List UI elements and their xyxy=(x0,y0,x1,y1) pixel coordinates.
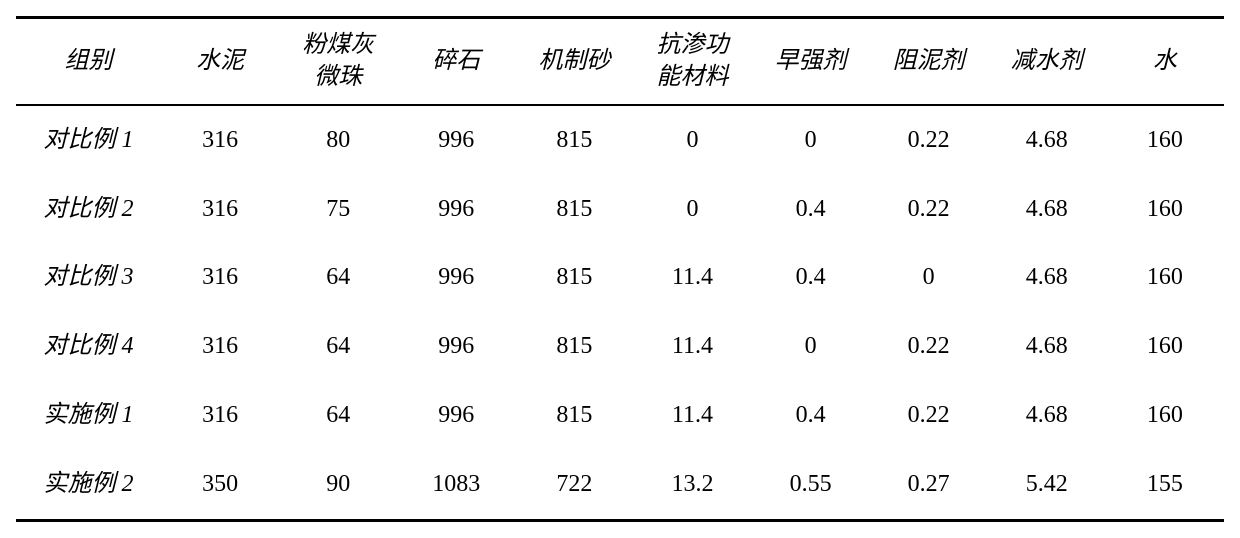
table-row: 对比例 3 316 64 996 815 11.4 0.4 0 4.68 160 xyxy=(16,243,1224,312)
row-label: 对比例 3 xyxy=(16,243,161,312)
cell: 0.22 xyxy=(870,175,988,244)
row-label: 对比例 2 xyxy=(16,175,161,244)
cell: 64 xyxy=(279,243,397,312)
header-row: 组别 水泥 粉煤灰 微珠 碎石 机制砂 抗渗功 能材料 早强剂 xyxy=(16,18,1224,105)
cell: 0.4 xyxy=(752,243,870,312)
table-row: 实施例 1 316 64 996 815 11.4 0.4 0.22 4.68 … xyxy=(16,381,1224,450)
col-header-cement: 水泥 xyxy=(161,18,279,105)
cell: 996 xyxy=(397,175,515,244)
cell: 0.22 xyxy=(870,381,988,450)
composition-table: 组别 水泥 粉煤灰 微珠 碎石 机制砂 抗渗功 能材料 早强剂 xyxy=(16,16,1224,522)
col-header-early-strength: 早强剂 xyxy=(752,18,870,105)
cell: 722 xyxy=(515,450,633,520)
row-label: 实施例 2 xyxy=(16,450,161,520)
table-row: 对比例 4 316 64 996 815 11.4 0 0.22 4.68 16… xyxy=(16,312,1224,381)
cell: 160 xyxy=(1106,381,1224,450)
cell: 90 xyxy=(279,450,397,520)
col-header-clay-inhibitor: 阻泥剂 xyxy=(870,18,988,105)
col-header-text: 粉煤灰 xyxy=(283,29,393,61)
col-header-flyash: 粉煤灰 微珠 xyxy=(279,18,397,105)
cell: 316 xyxy=(161,175,279,244)
cell: 13.2 xyxy=(633,450,751,520)
col-header-manufactured-sand: 机制砂 xyxy=(515,18,633,105)
col-header-text: 抗渗功 xyxy=(637,29,747,61)
cell: 0 xyxy=(633,105,751,175)
cell: 996 xyxy=(397,105,515,175)
cell: 4.68 xyxy=(988,381,1106,450)
col-header-text: 早强剂 xyxy=(756,45,866,77)
cell: 0 xyxy=(633,175,751,244)
cell: 996 xyxy=(397,243,515,312)
table-row: 对比例 1 316 80 996 815 0 0 0.22 4.68 160 xyxy=(16,105,1224,175)
cell: 996 xyxy=(397,381,515,450)
cell: 11.4 xyxy=(633,312,751,381)
cell: 5.42 xyxy=(988,450,1106,520)
cell: 0 xyxy=(752,105,870,175)
cell: 815 xyxy=(515,105,633,175)
cell: 0.4 xyxy=(752,175,870,244)
col-header-group: 组别 xyxy=(16,18,161,105)
table-header: 组别 水泥 粉煤灰 微珠 碎石 机制砂 抗渗功 能材料 早强剂 xyxy=(16,18,1224,105)
table-row: 对比例 2 316 75 996 815 0 0.4 0.22 4.68 160 xyxy=(16,175,1224,244)
cell: 64 xyxy=(279,381,397,450)
cell: 11.4 xyxy=(633,381,751,450)
col-header-text: 组别 xyxy=(20,45,157,77)
cell: 815 xyxy=(515,381,633,450)
cell: 0 xyxy=(870,243,988,312)
cell: 815 xyxy=(515,175,633,244)
cell: 0.27 xyxy=(870,450,988,520)
cell: 11.4 xyxy=(633,243,751,312)
col-header-text: 减水剂 xyxy=(992,45,1102,77)
cell: 4.68 xyxy=(988,243,1106,312)
row-label: 对比例 4 xyxy=(16,312,161,381)
row-label: 对比例 1 xyxy=(16,105,161,175)
cell: 75 xyxy=(279,175,397,244)
cell: 316 xyxy=(161,312,279,381)
cell: 155 xyxy=(1106,450,1224,520)
row-label: 实施例 1 xyxy=(16,381,161,450)
cell: 316 xyxy=(161,243,279,312)
cell: 996 xyxy=(397,312,515,381)
cell: 160 xyxy=(1106,175,1224,244)
cell: 0.4 xyxy=(752,381,870,450)
cell: 0.22 xyxy=(870,105,988,175)
col-header-water: 水 xyxy=(1106,18,1224,105)
cell: 160 xyxy=(1106,312,1224,381)
col-header-text: 水 xyxy=(1110,45,1220,77)
col-header-anti-permeation: 抗渗功 能材料 xyxy=(633,18,751,105)
cell: 4.68 xyxy=(988,312,1106,381)
cell: 316 xyxy=(161,381,279,450)
table-row: 实施例 2 350 90 1083 722 13.2 0.55 0.27 5.4… xyxy=(16,450,1224,520)
cell: 0.22 xyxy=(870,312,988,381)
col-header-water-reducer: 减水剂 xyxy=(988,18,1106,105)
col-header-text: 机制砂 xyxy=(519,45,629,77)
col-header-text: 微珠 xyxy=(283,61,393,93)
cell: 64 xyxy=(279,312,397,381)
cell: 316 xyxy=(161,105,279,175)
cell: 1083 xyxy=(397,450,515,520)
col-header-text: 碎石 xyxy=(401,45,511,77)
col-header-text: 能材料 xyxy=(637,61,747,93)
cell: 0 xyxy=(752,312,870,381)
cell: 815 xyxy=(515,243,633,312)
col-header-text: 阻泥剂 xyxy=(874,45,984,77)
cell: 160 xyxy=(1106,105,1224,175)
table-body: 对比例 1 316 80 996 815 0 0 0.22 4.68 160 对… xyxy=(16,105,1224,520)
cell: 4.68 xyxy=(988,105,1106,175)
cell: 815 xyxy=(515,312,633,381)
cell: 350 xyxy=(161,450,279,520)
cell: 80 xyxy=(279,105,397,175)
col-header-text: 水泥 xyxy=(165,45,275,77)
cell: 4.68 xyxy=(988,175,1106,244)
col-header-crushed-stone: 碎石 xyxy=(397,18,515,105)
cell: 0.55 xyxy=(752,450,870,520)
cell: 160 xyxy=(1106,243,1224,312)
